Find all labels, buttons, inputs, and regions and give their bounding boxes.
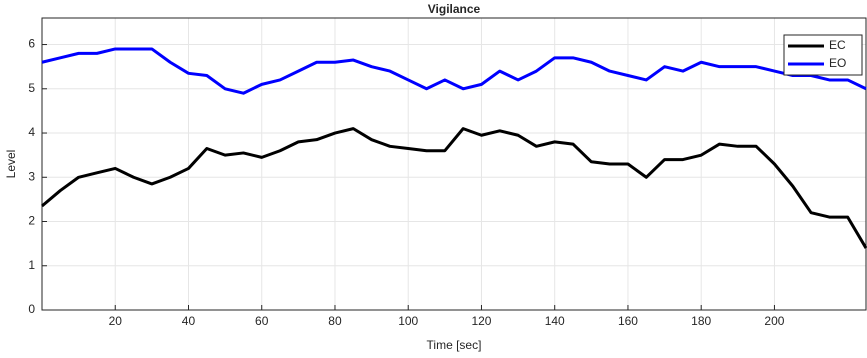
- x-tick-label: 60: [255, 314, 269, 328]
- x-tick-label: 80: [328, 314, 342, 328]
- y-tick-label: 4: [28, 125, 35, 139]
- x-tick-label: 120: [471, 314, 491, 328]
- x-tick-label: 100: [398, 314, 418, 328]
- x-tick-label: 140: [545, 314, 565, 328]
- x-tick-label: 40: [182, 314, 196, 328]
- y-tick-label: 1: [28, 258, 35, 272]
- y-tick-label: 5: [28, 81, 35, 95]
- x-tick-label: 160: [618, 314, 638, 328]
- data-line: [41, 127, 867, 249]
- x-tick-label: 180: [691, 314, 711, 328]
- legend-label: EC: [829, 38, 846, 52]
- y-tick-label: 2: [28, 214, 35, 228]
- x-tick-label: 20: [109, 314, 123, 328]
- legend-label: EO: [829, 56, 846, 70]
- y-tick-label: 6: [28, 37, 35, 51]
- legend-box: [783, 34, 863, 76]
- x-tick-label: 200: [764, 314, 784, 328]
- data-line: [41, 47, 867, 95]
- y-tick-label: 3: [28, 169, 35, 183]
- y-tick-label: 0: [28, 302, 35, 316]
- axes-box: [41, 17, 867, 311]
- y-axis-label: Level: [4, 150, 18, 179]
- chart-title: Vigilance: [428, 2, 481, 16]
- x-axis-label: Time [sec]: [427, 338, 482, 352]
